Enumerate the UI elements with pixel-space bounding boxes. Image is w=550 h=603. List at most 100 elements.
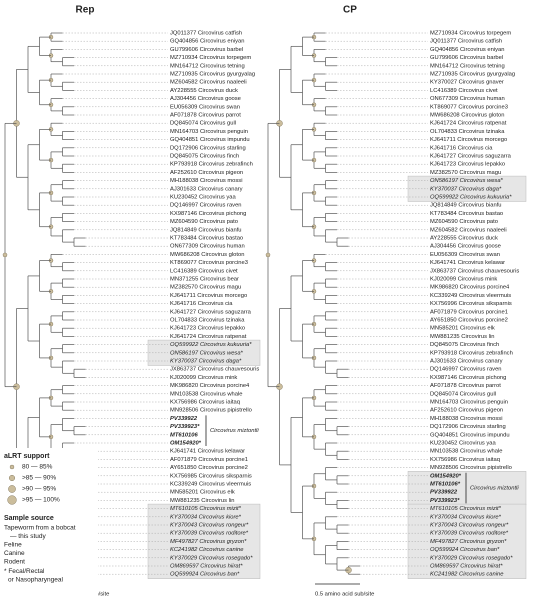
leaf-label: DQ172906 Circovirus starling — [170, 145, 246, 151]
legend-source: Tapeworm from a bobcat — [4, 525, 76, 532]
leaf-label: PV339922 — [170, 416, 198, 422]
leaf-label: KJ641716 Circovirus cia — [430, 145, 493, 151]
leaf-label: AJ304456 Circovirus goose — [430, 244, 501, 250]
leaf-label: DQ146997 Circovirus raven — [430, 367, 502, 373]
leaf-label: AJ301633 Circovirus canary — [170, 186, 243, 192]
leaf-label: MN371255 Circovirus bear — [170, 277, 239, 283]
leaf-label: KX756986 Circovirus iaitaq — [430, 457, 500, 463]
legend-source: Canine — [4, 550, 25, 557]
leaf-label: KX756985 Circovirus siksparnis — [170, 473, 252, 479]
leaf-label: AF071879 Circovirus porcine1 — [430, 309, 508, 315]
leaf-label: KJ641727 Circovirus saguzarra — [170, 309, 252, 315]
leaf-label: KU230452 Circovirus yaa — [170, 195, 237, 201]
leaf-label: MN103538 Circovirus whale — [170, 391, 243, 397]
leaf-label: KJ020099 Circovirus mink — [430, 277, 497, 283]
leaf-label: JQ814849 Circovirus bianfu — [170, 227, 242, 233]
leaf-label: DQ845074 Circovirus gull — [170, 121, 236, 127]
leaf-label: MT610106* — [430, 482, 461, 488]
leaf-label: KY370034 Circovirus kiore* — [170, 514, 242, 520]
leaf-label: JQ011377 Circovirus catfish — [170, 31, 242, 37]
leaf-label: DQ845075 Circovirus finch — [430, 342, 499, 348]
leaf-label: ON586197 Circovirus wesa* — [170, 350, 244, 356]
legend-background — [0, 448, 98, 603]
leaf-label: KY370037 Circovirus daga* — [430, 186, 502, 192]
leaf-label: MN928506 Circovirus pipistrello — [430, 465, 512, 471]
leaf-label: OQ599924 Circovirus ban* — [170, 572, 240, 578]
leaf-label: KT869077 Circovirus porcine3 — [170, 260, 248, 266]
leaf-label: KC339249 Circovirus vleermuis — [430, 293, 511, 299]
leaf-label: MZ604590 Circovirus pato — [430, 219, 498, 225]
support-node — [2, 252, 8, 258]
legend-footnote: * Fecal/Rectal — [4, 568, 45, 575]
leaf-label: OQ599922 Circovirus kukuuria* — [430, 195, 512, 201]
leaf-label: MZ604582 Circovirus naaleeli — [170, 80, 247, 86]
leaf-label: OM154920* — [430, 473, 462, 479]
leaf-label: JX863737 Circovirus chauvesouris — [170, 367, 259, 373]
leaf-label: GU799606 Circovirus barbel — [430, 55, 503, 61]
legend-support-circle — [8, 474, 16, 482]
leaf-label: KJ641723 Circovirus lepakko — [170, 326, 245, 332]
leaf-label: MZ382570 Circovirus magu — [170, 285, 241, 291]
leaf-label: KC241982 Circovirus canine — [430, 572, 504, 578]
tree-title: CP — [343, 5, 357, 16]
leaf-label: ON677309 Circovirus human — [430, 96, 505, 102]
support-node — [265, 252, 271, 258]
leaf-label: PV339922 — [430, 490, 458, 496]
leaf-label: MN585201 Circovirus elk — [170, 490, 235, 496]
leaf-label: DQ845074 Circovirus gull — [430, 391, 496, 397]
leaf-label: MZ604590 Circovirus pato — [170, 219, 238, 225]
leaf-label: OM154920* — [170, 441, 202, 447]
leaf-label: OL704833 Circovirus tzinaka — [170, 318, 245, 324]
leaf-label: MN928506 Circovirus pipistrello — [170, 408, 252, 414]
highlight-box — [407, 471, 527, 506]
leaf-label: KJ020099 Circovirus mink — [170, 375, 237, 381]
leaf-label: KC339249 Circovirus vleermuis — [170, 482, 251, 488]
leaf-label: KX756996 Circovirus siksparnis — [430, 301, 512, 307]
leaf-label: KX987146 Circovirus pichong — [430, 375, 506, 381]
leaf-label: MZ382570 Circovirus magu — [430, 170, 501, 176]
leaf-label: KJ641724 Circovirus ratpenat — [430, 121, 507, 127]
leaf-label: AY228555 Circovirus duck — [430, 236, 498, 242]
leaf-label: AY651850 Circovirus porcine2 — [170, 465, 248, 471]
leaf-label: KJ641723 Circovirus lepakko — [430, 162, 505, 168]
tree-title: Rep — [76, 5, 95, 16]
leaf-label: MT610105 Circovirus mizit* — [430, 506, 502, 512]
leaf-label: KJ641741 Circovirus kelawar — [170, 449, 245, 455]
leaf-label: AY228555 Circovirus duck — [170, 88, 238, 94]
highlight-box — [147, 339, 261, 366]
legend-support-circle — [8, 485, 16, 493]
leaf-label: DQ845075 Circovirus finch — [170, 154, 239, 160]
leaf-label: KJ641727 Circovirus saguzarra — [430, 154, 512, 160]
leaf-label: KY370027 Circovirus gnaver — [430, 80, 504, 86]
clade-label: Circovirus miztontli — [210, 428, 259, 434]
leaf-label: AY651850 Circovirus porcine2 — [430, 318, 508, 324]
leaf-label: KT783484 Circovirus bastao — [170, 236, 243, 242]
leaf-label: ON677309 Circovirus human — [170, 244, 245, 250]
leaf-label: MW881235 Circovirus lin — [170, 498, 234, 504]
leaf-label: DQ172906 Circovirus starling — [430, 424, 506, 430]
legend-support-circle — [9, 464, 15, 470]
leaf-label: JQ011377 Circovirus catfish — [430, 39, 502, 45]
legend-source: Rodent — [4, 559, 25, 566]
legend-source: Feline — [4, 542, 22, 549]
leaf-label: KY370039 Circovirus roditore* — [430, 531, 509, 537]
leaf-label: OM869597 Circovirus hiirat* — [170, 564, 243, 570]
leaf-label: KY370034 Circovirus kiore* — [430, 514, 502, 520]
leaf-label: GQ404856 Circovirus eniyan — [170, 39, 244, 45]
leaf-label: KJ641711 Circovirus morcego — [170, 293, 247, 299]
leaf-label: MW686208 Circovirus gloton — [170, 252, 244, 258]
leaf-label: KP793918 Circovirus zebrafinch — [170, 162, 253, 168]
legend-title: aLRT support — [4, 453, 50, 460]
leaf-label: GQ404851 Circovirus impundu — [170, 137, 250, 143]
leaf-label: AF071878 Circovirus parrot — [170, 113, 241, 119]
leaf-label: KT869077 Circovirus porcine3 — [430, 104, 508, 110]
legend-footnote: or Nasopharyngeal — [8, 577, 63, 584]
clade-label: Circovirus miztontli — [470, 486, 519, 492]
leaf-label: MT610106 — [170, 432, 198, 438]
leaf-label: MN164712 Circovirus tetning — [170, 63, 245, 69]
leaf-label: KT783484 Circovirus bastao — [430, 211, 503, 217]
leaf-label: MH188038 Circovirus mossi — [430, 416, 502, 422]
leaf-label: KJ641711 Circovirus morcego — [430, 137, 507, 143]
leaf-label: MH188038 Circovirus mossi — [170, 178, 242, 184]
